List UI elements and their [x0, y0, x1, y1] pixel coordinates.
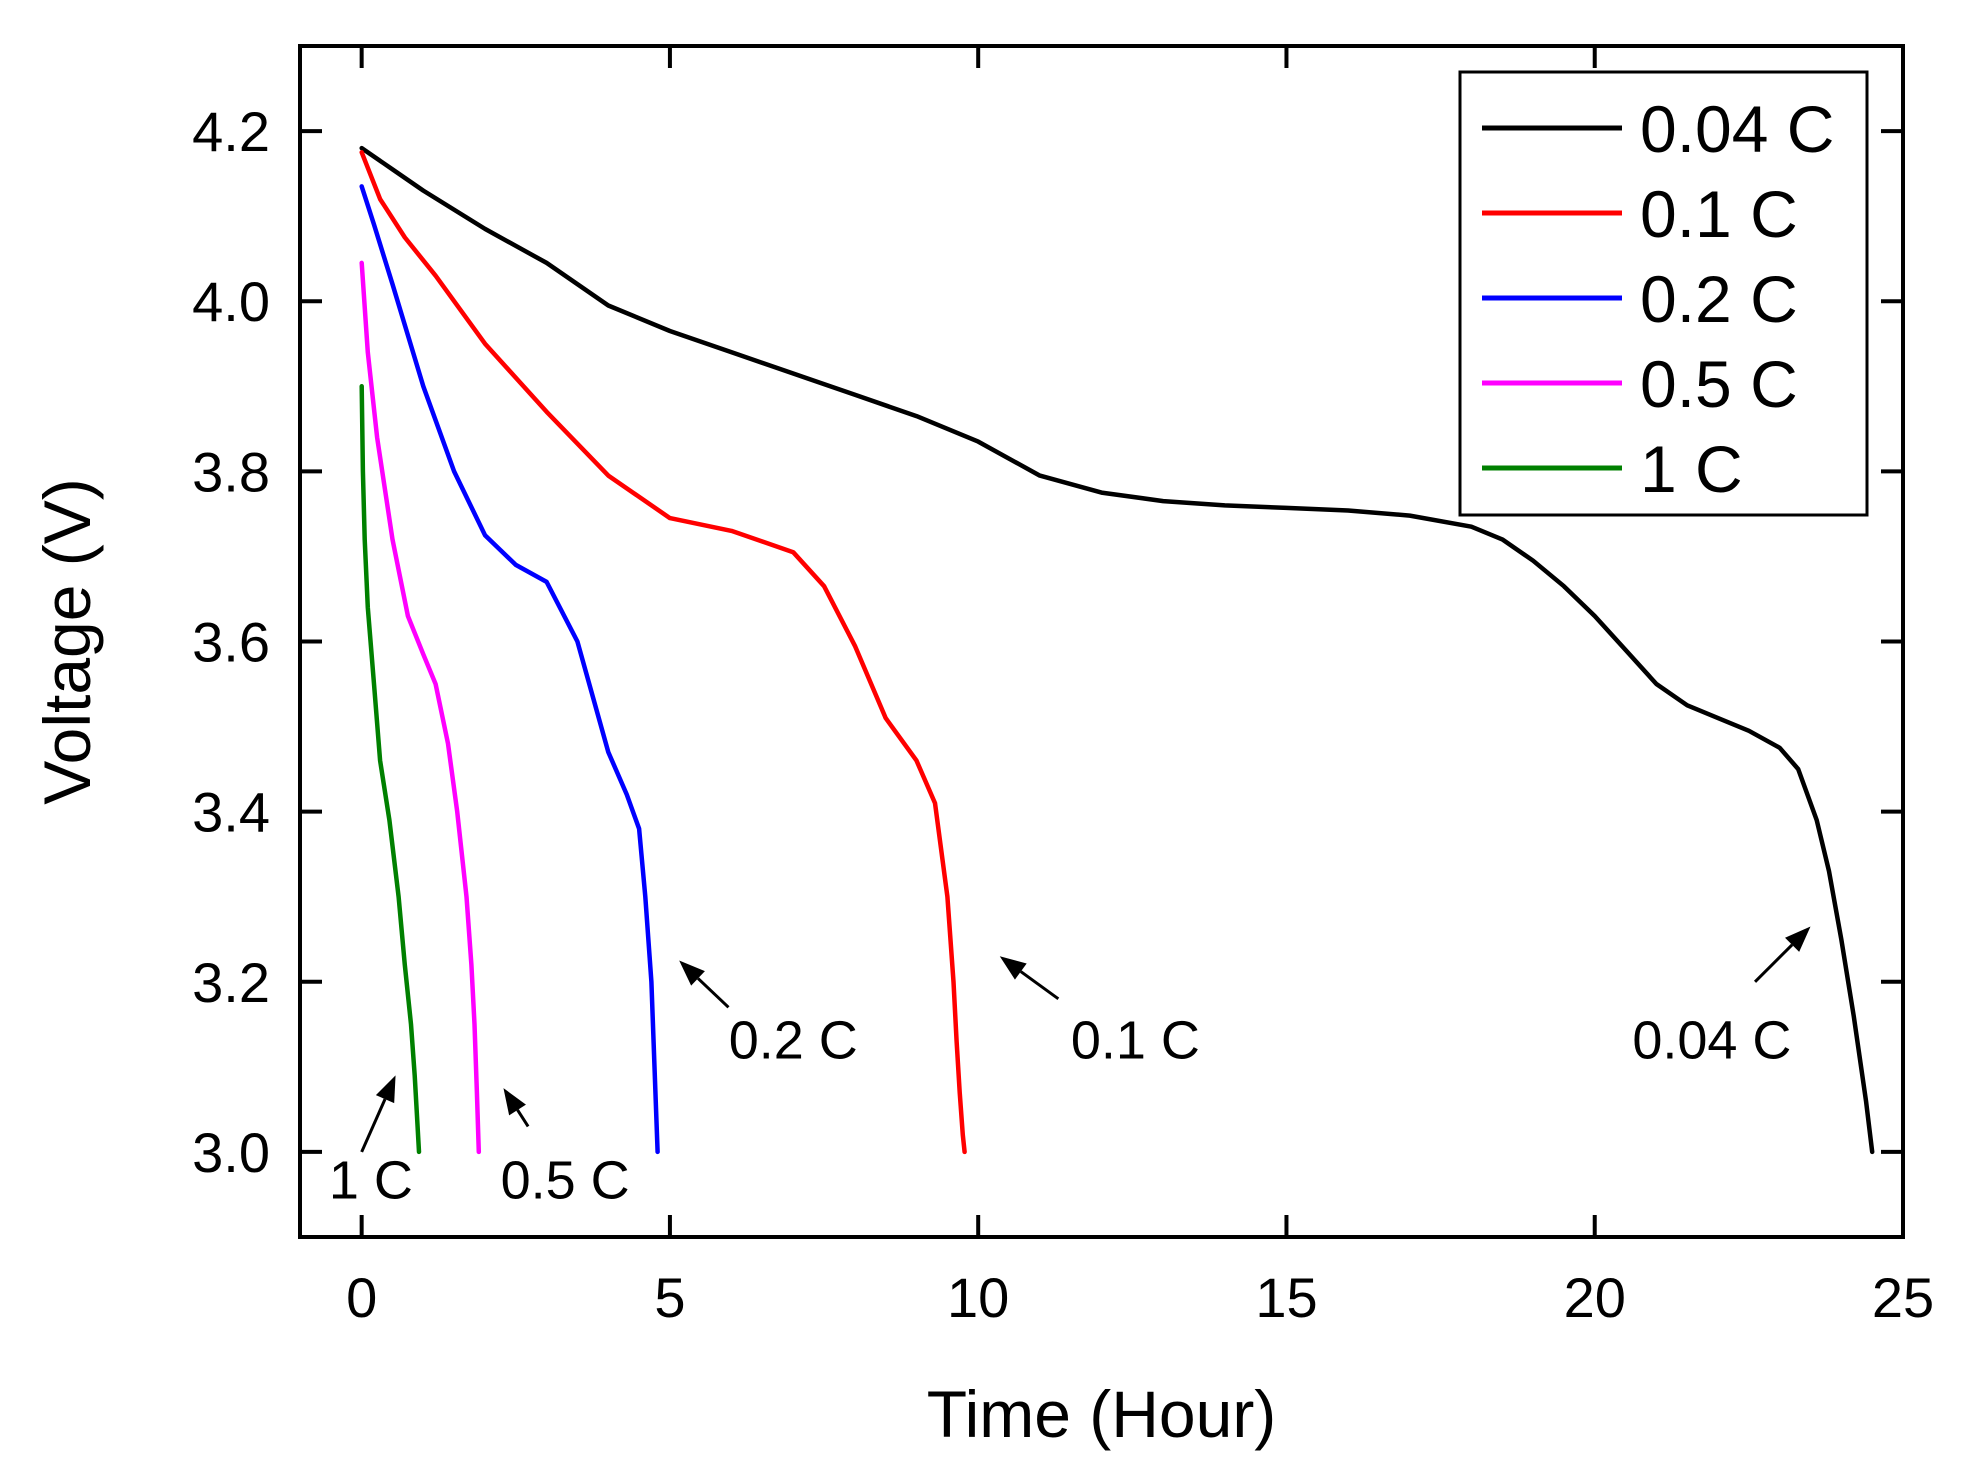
annotation-arrow-shaft [1753, 943, 1794, 983]
annotation-arrow-head [375, 1075, 396, 1104]
legend-label: 0.04 C [1640, 92, 1834, 166]
annotation-arrow-head [503, 1088, 526, 1116]
y-tick-label: 4.0 [192, 270, 270, 333]
annotation-arrow-head [999, 956, 1027, 980]
y-axis-title: Voltage (V) [30, 478, 104, 805]
y-tick-label: 4.2 [192, 100, 270, 163]
x-axis-title: Time (Hour) [927, 1377, 1277, 1451]
y-tick-label: 3.0 [192, 1121, 270, 1184]
annotation-arrow-shaft [360, 1098, 387, 1153]
annotation-label: 0.1 C [1071, 1010, 1200, 1070]
legend-label: 0.5 C [1640, 347, 1798, 421]
annotation-arrow-shaft [1019, 970, 1060, 1001]
series-line-0-1-c [359, 150, 967, 1155]
y-tick-label: 3.4 [192, 781, 270, 844]
legend-label: 1 C [1640, 432, 1743, 506]
annotation-arrow-shaft [697, 977, 730, 1009]
series-line-0-2-c [359, 184, 660, 1155]
x-tick-label: 15 [1255, 1266, 1317, 1329]
y-tick-label: 3.2 [192, 951, 270, 1014]
legend-label: 0.2 C [1640, 262, 1798, 336]
annotation-label: 1 C [329, 1151, 413, 1211]
x-tick-label: 10 [947, 1266, 1009, 1329]
series-lines [359, 145, 1875, 1155]
legend-label: 0.1 C [1640, 177, 1798, 251]
legend-box [1458, 70, 1869, 517]
series-line-1-c [359, 384, 422, 1155]
legend: 0.04 C 0.1 C 0.2 C 0.5 C 1 C [1458, 70, 1869, 517]
annotations: 1 C 0.5 C 0.2 C 0.1 C 0.04 C [329, 926, 1811, 1211]
series-line-0-5-c [359, 260, 482, 1155]
x-tick-label: 25 [1872, 1266, 1934, 1329]
plot-frame [298, 44, 1905, 1239]
annotation-label: 0.04 C [1632, 1010, 1791, 1070]
annotation-label: 0.5 C [501, 1151, 630, 1211]
y-tick-label: 3.6 [192, 611, 270, 674]
annotation-arrow-head [679, 960, 705, 986]
annotation-arrow-head [1785, 926, 1811, 952]
x-tick-label: 20 [1564, 1266, 1626, 1329]
axes: 0 5 10 15 20 25 3.0 3.2 3.4 3.6 3.8 4.0 4.2 [192, 46, 1934, 1329]
x-tick-label: 0 [346, 1266, 377, 1329]
series-line-0-04-c [359, 145, 1875, 1155]
annotation-label: 0.2 C [729, 1010, 858, 1070]
annotation-arrow-shaft [516, 1109, 530, 1128]
y-tick-label: 3.8 [192, 440, 270, 503]
x-tick-label: 5 [654, 1266, 685, 1329]
